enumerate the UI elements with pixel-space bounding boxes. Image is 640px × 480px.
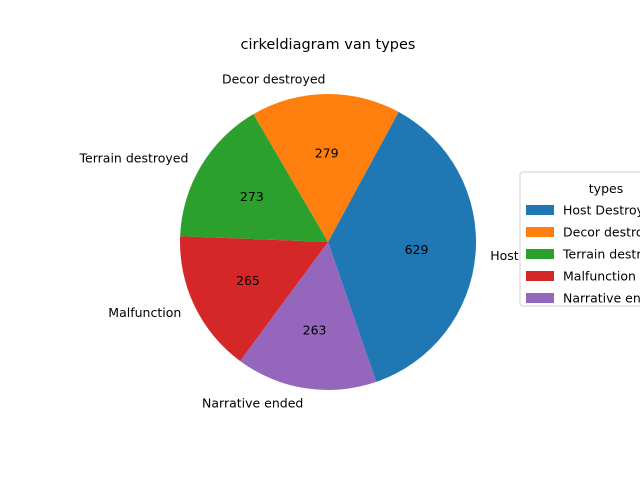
value-label-malfunction: 265	[236, 273, 260, 288]
legend-swatch-narrative-ended	[526, 293, 554, 303]
legend-swatch-terrain-destroyed	[526, 249, 554, 259]
pie-slice-host-destroyed	[328, 111, 476, 382]
category-label-malfunction: Malfunction	[108, 305, 181, 320]
legend-swatch-host-destroyed	[526, 205, 554, 215]
legend-title: types	[589, 181, 623, 196]
value-label-narrative-ended: 263	[303, 322, 327, 337]
pie-slice-decor-destroyed	[253, 94, 399, 243]
legend-label-decor-destroyed: Decor destroyed	[563, 225, 640, 240]
pie-slice-narrative-ended	[240, 242, 377, 390]
legend-label-host-destroyed: Host Destroyed	[563, 203, 640, 218]
legend-swatch-decor-destroyed	[526, 227, 554, 237]
value-label-host-destroyed: 629	[405, 242, 429, 257]
legend-items: Host Destroyed Decor destroyed Terrain des…	[526, 203, 640, 306]
value-label-terrain-destroyed: 273	[240, 189, 264, 204]
pie-slices	[180, 94, 476, 390]
legend-label-terrain-destroyed: Terrain destroyed	[562, 247, 640, 262]
category-label-decor-destroyed: Decor destroyed	[222, 72, 326, 87]
legend: types Host Destroyed Decor destroyed Terra…	[519, 171, 640, 307]
pie-slice-terrain-destroyed	[180, 114, 328, 242]
legend-label-malfunction: Malfunction	[563, 269, 636, 284]
pie-value-labels: 629 279 273 265 263	[236, 146, 428, 338]
legend-label-narrative-ended: Narrative ended	[563, 291, 640, 306]
category-label-narrative-ended: Narrative ended	[202, 395, 303, 410]
chart-title: cirkeldiagram van types	[241, 37, 416, 53]
legend-swatch-malfunction	[526, 271, 554, 281]
value-label-decor-destroyed: 279	[315, 146, 339, 161]
category-label-terrain-destroyed: Terrain destroyed	[79, 151, 189, 166]
pie-slice-malfunction	[180, 236, 328, 362]
